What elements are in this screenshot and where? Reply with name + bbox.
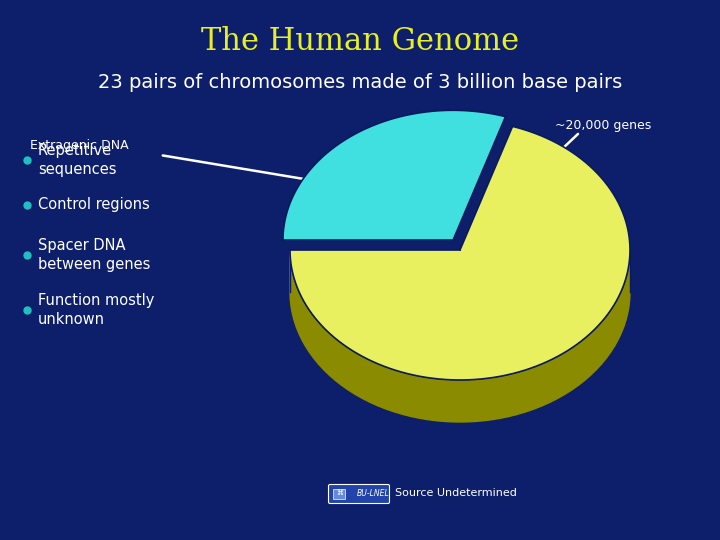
Text: 23 pairs of chromosomes made of 3 billion base pairs: 23 pairs of chromosomes made of 3 billio… [98,72,622,91]
Text: 30%: 30% [368,171,428,194]
Text: Repetitive
sequences: Repetitive sequences [38,143,117,177]
Text: ~20,000 genes: ~20,000 genes [555,118,652,132]
Text: 70%: 70% [485,296,545,320]
Bar [333,489,345,499]
FancyBboxPatch shape [328,484,390,503]
Text: BU-LNEL: BU-LNEL [356,489,390,497]
Text: Function mostly
unknown: Function mostly unknown [38,293,154,327]
Text: Extragenic DNA: Extragenic DNA [30,138,129,152]
Text: The Human Genome: The Human Genome [201,26,519,57]
Text: Spacer DNA
between genes: Spacer DNA between genes [38,238,150,272]
Polygon shape [290,126,630,380]
Text: ⌘: ⌘ [336,490,343,496]
Text: Control regions: Control regions [38,198,150,213]
Polygon shape [290,250,630,422]
Text: Source Undetermined: Source Undetermined [395,488,517,498]
Polygon shape [283,110,505,240]
